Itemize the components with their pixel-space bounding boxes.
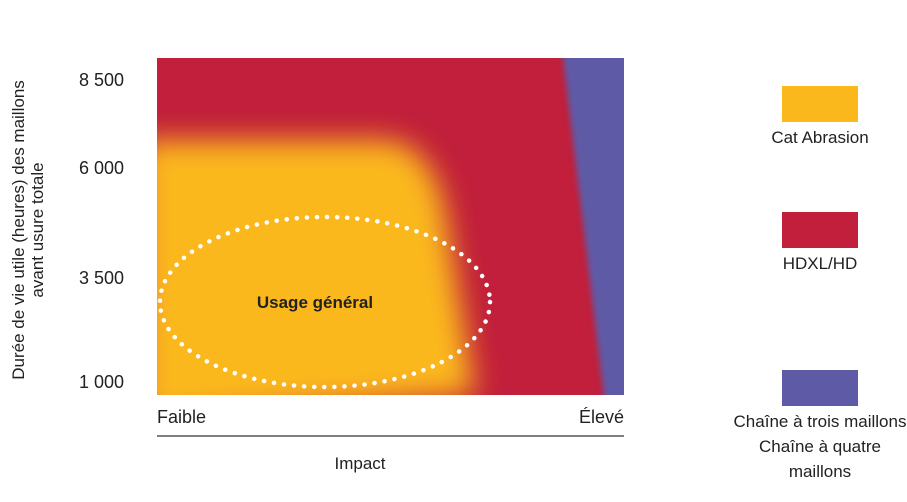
- y-tick-label: 3 500: [79, 268, 124, 288]
- legend-label: maillons: [789, 462, 851, 481]
- legend-label: Cat Abrasion: [771, 128, 868, 147]
- y-tick-label: 1 000: [79, 372, 124, 392]
- x-tick-low: Faible: [157, 407, 206, 427]
- general-usage-ellipse: [157, 214, 493, 390]
- y-axis-title-line2: avant usure totale: [28, 162, 47, 297]
- y-tick-label: 6 000: [79, 158, 124, 178]
- legend-label: HDXL/HD: [783, 254, 858, 273]
- region-three-four-link-chain: [562, 58, 624, 395]
- legend-label: Chaîne à trois maillons: [734, 412, 907, 431]
- x-tick-high: Élevé: [579, 407, 624, 427]
- general-usage-label: Usage général: [257, 293, 373, 312]
- y-axis-title: Durée de vie utile (heures) des maillons: [9, 80, 28, 380]
- y-tick-labels: 8 500 6 000 3 500 1 000: [79, 70, 124, 392]
- legend-swatch: [782, 212, 858, 248]
- plot-area: [157, 58, 624, 395]
- x-axis-title: Impact: [334, 454, 385, 473]
- legend-label: Chaîne à quatre: [759, 437, 881, 456]
- legend: Cat Abrasion HDXL/HD Chaîne à trois maillo…: [734, 86, 907, 481]
- legend-swatch: [782, 86, 858, 122]
- legend-swatch: [782, 370, 858, 406]
- y-tick-label: 8 500: [79, 70, 124, 90]
- region-cat-abrasion: [157, 140, 475, 395]
